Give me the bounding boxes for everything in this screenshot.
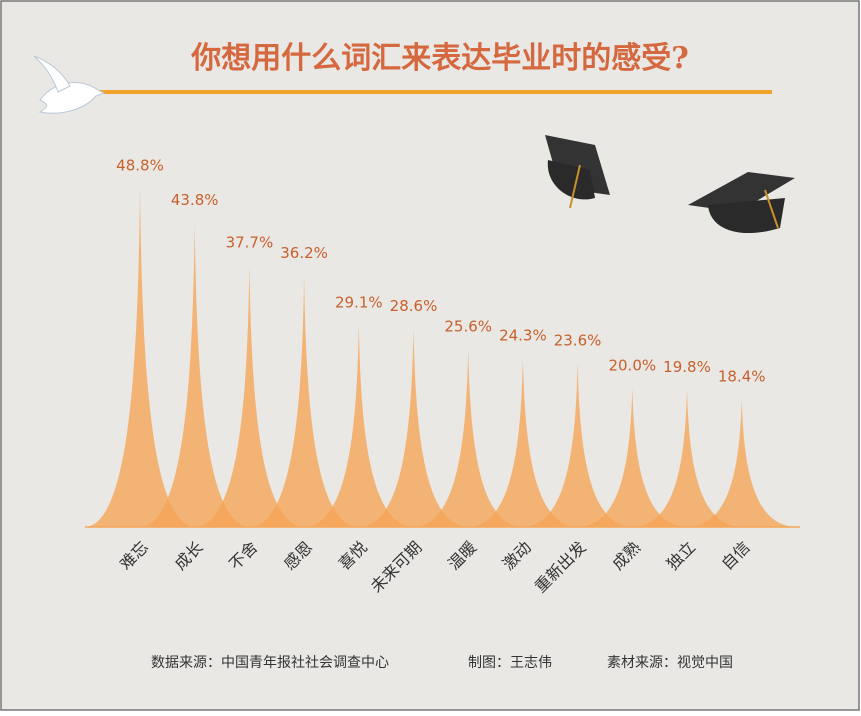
spike (685, 399, 798, 527)
spike (248, 275, 361, 527)
graduation-cap (545, 135, 610, 209)
value-label: 28.6% (390, 297, 438, 315)
footnote: 数据来源：中国青年报社社会调查中心 (151, 655, 389, 671)
value-label: 48.8% (116, 157, 164, 175)
value-label: 37.7% (226, 234, 274, 252)
footnote: 素材来源：视觉中国 (607, 655, 733, 671)
spike (138, 222, 251, 527)
value-label: 20.0% (608, 357, 656, 375)
dove (33, 55, 106, 114)
spike (576, 388, 689, 527)
graduation-cap (688, 172, 795, 234)
footnote: 制图：王志伟 (468, 655, 552, 671)
spike (302, 324, 415, 527)
value-label: 25.6% (444, 318, 492, 336)
value-label: 19.8% (663, 358, 711, 376)
value-label: 43.8% (171, 191, 219, 209)
spike (412, 349, 525, 527)
spike (631, 389, 743, 527)
value-label: 29.1% (335, 293, 383, 311)
value-label: 18.4% (718, 368, 766, 386)
spike (466, 358, 579, 527)
chart-title: 你想用什么词汇来表达毕业时的感受? (190, 41, 689, 76)
spike (357, 328, 470, 527)
spike (521, 363, 634, 527)
spike (193, 265, 306, 527)
value-label: 36.2% (280, 244, 328, 262)
value-label: 24.3% (499, 327, 547, 345)
spike (84, 188, 196, 527)
value-label: 23.6% (554, 332, 602, 350)
